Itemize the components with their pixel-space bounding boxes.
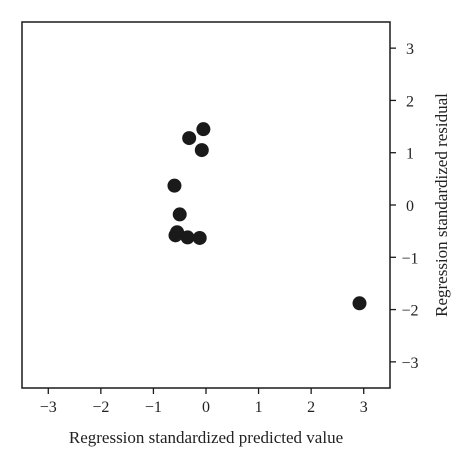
y-tick-label: −1 bbox=[401, 250, 418, 267]
y-tick-label: 1 bbox=[406, 146, 414, 163]
x-tick-label: −3 bbox=[40, 399, 57, 416]
x-axis-title: Regression standardized predicted value bbox=[69, 428, 343, 447]
data-point bbox=[168, 228, 183, 243]
x-tick-label: 2 bbox=[307, 399, 315, 416]
x-tick-label: 0 bbox=[202, 399, 210, 416]
x-tick-label: 3 bbox=[360, 399, 368, 416]
y-tick-label: −2 bbox=[401, 303, 418, 320]
x-tick-label: 1 bbox=[255, 399, 263, 416]
y-axis-ticks: −3 −2 −1 0 1 2 3 bbox=[390, 41, 419, 372]
y-tick-label: −3 bbox=[401, 355, 418, 372]
data-point bbox=[182, 131, 197, 146]
y-axis-title: Regression standardized residual bbox=[432, 93, 451, 317]
x-axis-ticks: −3 −2 −1 0 1 2 3 bbox=[40, 388, 368, 416]
y-tick-label: 0 bbox=[406, 198, 414, 215]
data-point bbox=[192, 230, 207, 245]
data-points bbox=[167, 122, 367, 311]
data-point bbox=[196, 122, 211, 137]
y-tick-label: 2 bbox=[406, 93, 414, 110]
data-point bbox=[172, 207, 187, 222]
plot-frame bbox=[21, 21, 391, 389]
data-point bbox=[194, 143, 209, 158]
data-point bbox=[180, 230, 195, 245]
y-tick-label: 3 bbox=[406, 41, 414, 58]
data-point bbox=[167, 178, 182, 193]
x-tick-label: −1 bbox=[145, 399, 162, 416]
x-tick-label: −2 bbox=[92, 399, 109, 416]
data-point bbox=[352, 296, 367, 311]
